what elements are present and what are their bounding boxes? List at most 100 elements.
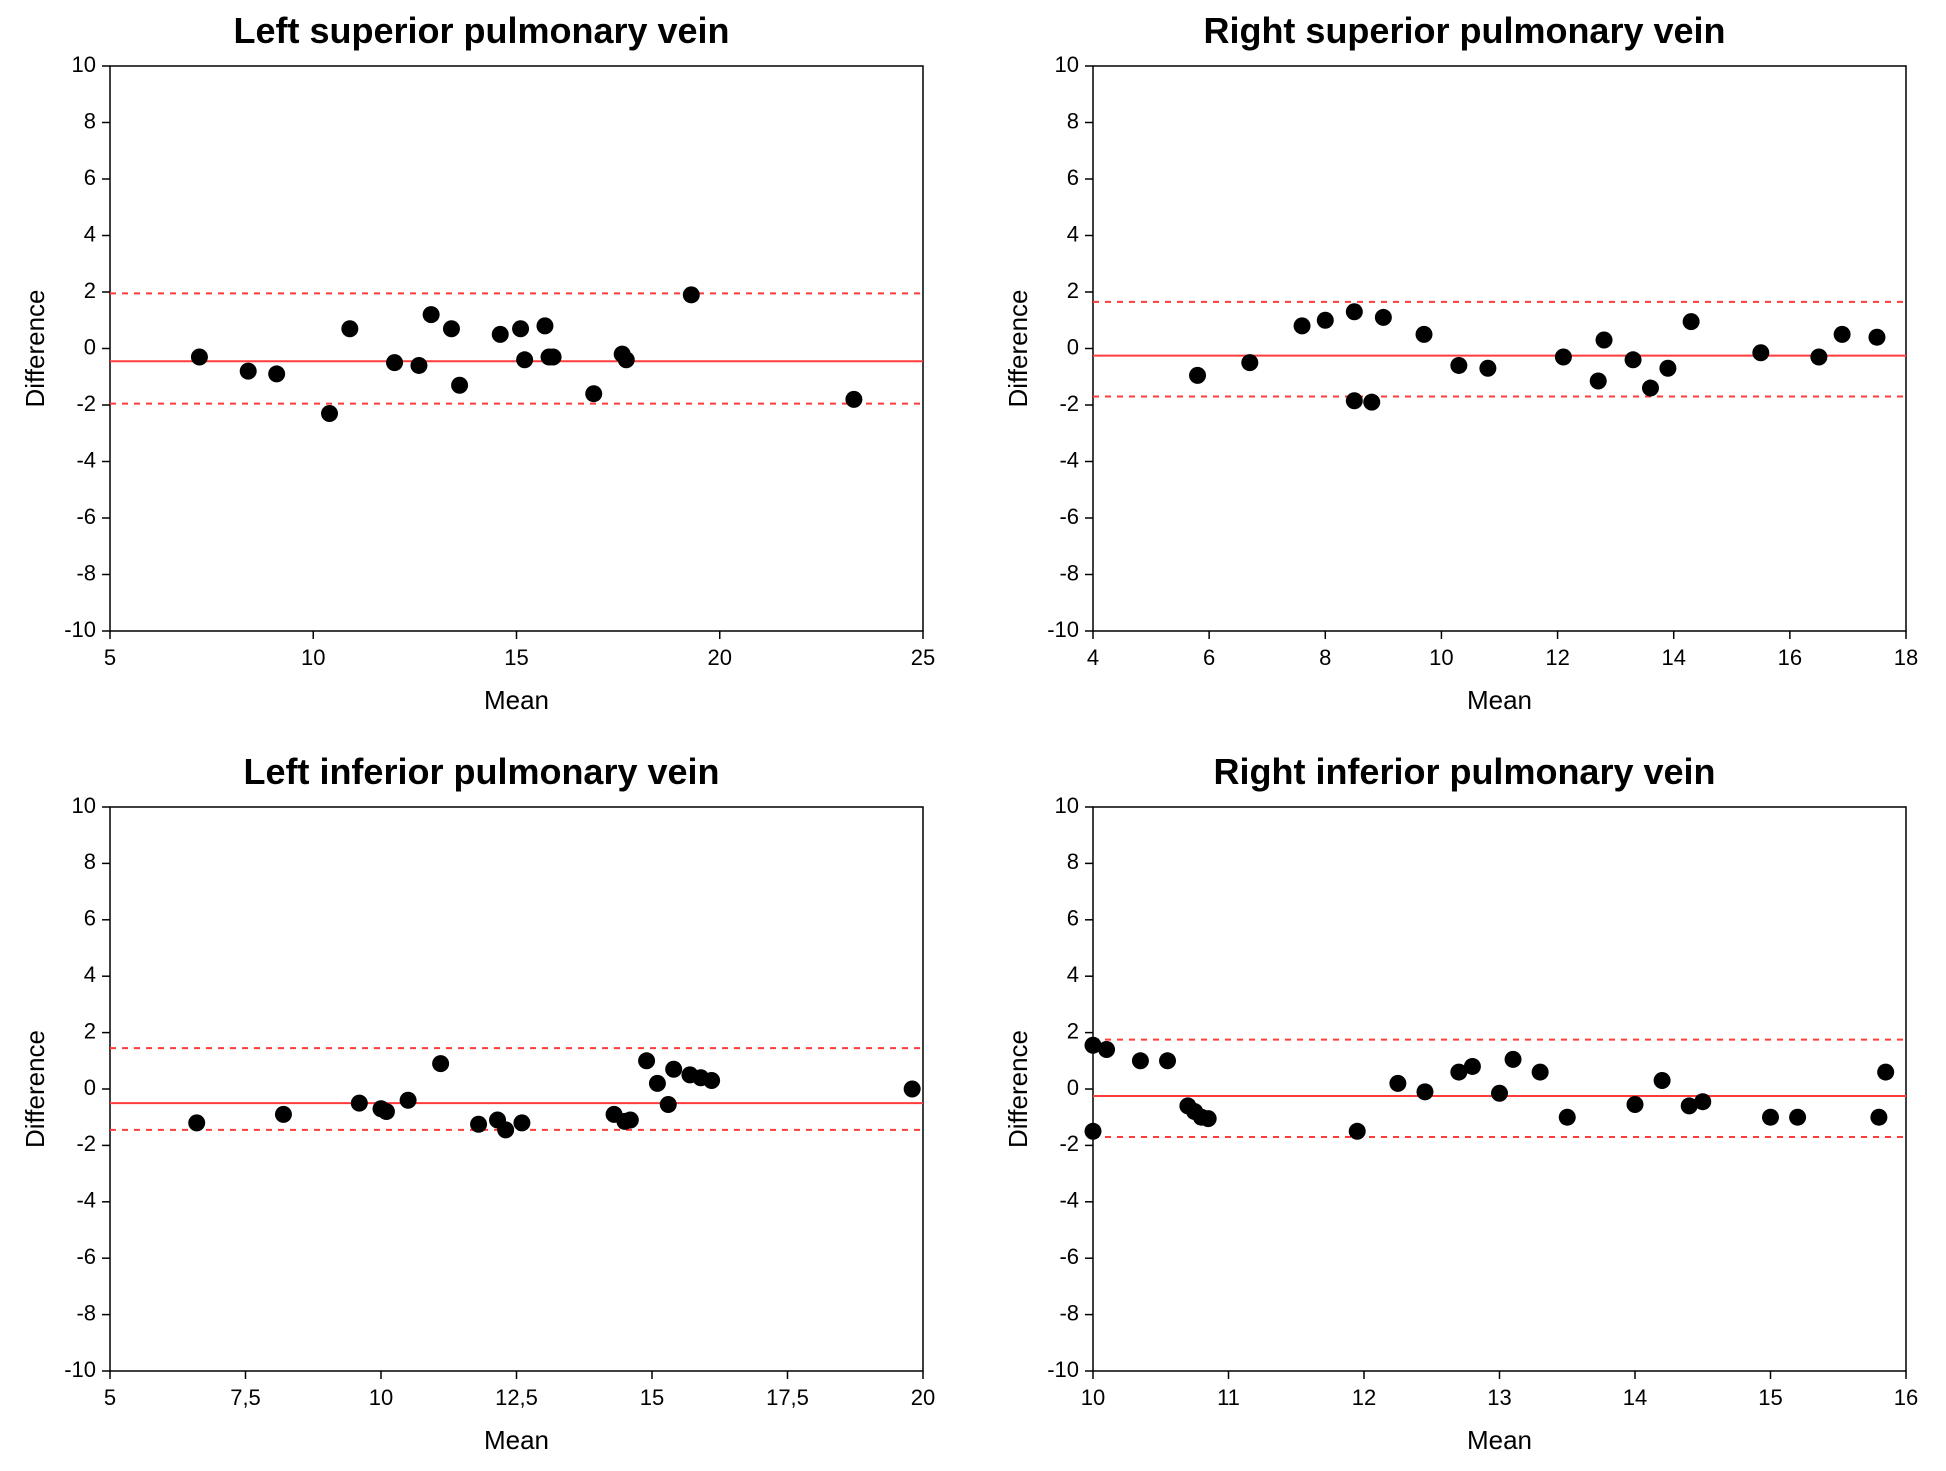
data-point (492, 326, 509, 343)
data-point (1189, 367, 1206, 384)
y-tick-label: 10 (72, 797, 96, 818)
data-point (1654, 1072, 1671, 1089)
x-tick-label: 15 (504, 645, 528, 670)
data-point (638, 1052, 655, 1069)
y-tick-label: 6 (84, 165, 96, 190)
y-tick-label: 4 (1067, 221, 1079, 246)
y-axis-label: Difference (1003, 1030, 1033, 1148)
data-point (1870, 1109, 1887, 1126)
data-point (618, 351, 635, 368)
data-point (423, 306, 440, 323)
data-point (1241, 354, 1258, 371)
data-point (660, 1096, 677, 1113)
data-point (1532, 1064, 1549, 1081)
data-point (1416, 1083, 1433, 1100)
data-point (191, 348, 208, 365)
panel-title: Right superior pulmonary vein (1003, 10, 1926, 52)
y-tick-label: -6 (1059, 504, 1079, 529)
data-point (1159, 1052, 1176, 1069)
data-point (845, 391, 862, 408)
x-tick-label: 11 (1217, 1385, 1240, 1410)
x-tick-label: 15 (640, 1385, 664, 1410)
x-tick-label: 5 (104, 1385, 116, 1410)
data-point (1683, 313, 1700, 330)
y-tick-label: 8 (1067, 849, 1079, 874)
y-tick-label: -6 (76, 1244, 96, 1269)
data-point (451, 377, 468, 394)
y-tick-label: 0 (1067, 334, 1079, 359)
data-point (1877, 1064, 1894, 1081)
chart-container: -10-8-6-4-20246810510152025MeanDifferenc… (20, 56, 943, 721)
data-point (1389, 1075, 1406, 1092)
y-tick-label: 10 (1055, 797, 1079, 818)
y-tick-label: 6 (1067, 165, 1079, 190)
y-tick-label: -10 (1047, 1357, 1079, 1382)
data-point (1659, 360, 1676, 377)
y-tick-label: -10 (1047, 617, 1079, 642)
bland-altman-chart: -10-8-6-4-20246810510152025MeanDifferenc… (20, 56, 943, 721)
data-point (1132, 1052, 1149, 1069)
y-tick-label: 0 (84, 1075, 96, 1100)
data-point (341, 320, 358, 337)
x-tick-label: 20 (708, 645, 732, 670)
y-tick-label: 10 (1055, 56, 1079, 77)
y-tick-label: 0 (1067, 1075, 1079, 1100)
data-point (649, 1075, 666, 1092)
y-tick-label: -8 (76, 560, 96, 585)
y-axis-label: Difference (20, 289, 50, 407)
panel-lipv: Left inferior pulmonary vein -10-8-6-4-2… (20, 751, 943, 1461)
y-tick-label: 8 (1067, 108, 1079, 133)
panel-ripv: Right inferior pulmonary vein -10-8-6-4-… (1003, 751, 1926, 1461)
data-point (1505, 1051, 1522, 1068)
x-axis-label: Mean (1467, 1425, 1532, 1455)
data-point (665, 1061, 682, 1078)
y-tick-label: -4 (1059, 447, 1079, 472)
y-tick-label: 6 (1067, 906, 1079, 931)
x-tick-label: 20 (911, 1385, 935, 1410)
data-point (275, 1106, 292, 1123)
y-tick-label: 4 (84, 221, 96, 246)
x-tick-label: 10 (1081, 1385, 1105, 1410)
data-point (1491, 1085, 1508, 1102)
x-tick-label: 10 (1429, 645, 1453, 670)
y-tick-label: -8 (76, 1300, 96, 1325)
data-point (904, 1081, 921, 1098)
x-tick-label: 6 (1203, 645, 1215, 670)
x-tick-label: 12 (1545, 645, 1569, 670)
y-tick-label: -10 (64, 617, 96, 642)
data-point (268, 365, 285, 382)
x-axis-label: Mean (1467, 685, 1532, 715)
x-tick-label: 10 (369, 1385, 393, 1410)
data-point (703, 1072, 720, 1089)
data-point (386, 354, 403, 371)
data-point (1596, 332, 1613, 349)
x-axis-label: Mean (484, 685, 549, 715)
data-point (1450, 357, 1467, 374)
x-tick-label: 12,5 (495, 1385, 538, 1410)
data-point (622, 1112, 639, 1129)
y-tick-label: -4 (1059, 1188, 1079, 1213)
chart-container: -10-8-6-4-2024681010111213141516MeanDiff… (1003, 797, 1926, 1461)
data-point (1479, 360, 1496, 377)
y-tick-label: -8 (1059, 560, 1079, 585)
data-point (516, 351, 533, 368)
x-tick-label: 17,5 (766, 1385, 809, 1410)
chart-grid: Left superior pulmonary vein -10-8-6-4-2… (0, 0, 1946, 1471)
x-tick-label: 16 (1778, 645, 1802, 670)
data-point (378, 1103, 395, 1120)
y-tick-label: 6 (84, 906, 96, 931)
data-point (1627, 1096, 1644, 1113)
data-point (443, 320, 460, 337)
panel-rspv: Right superior pulmonary vein -10-8-6-4-… (1003, 10, 1926, 721)
bland-altman-chart: -10-8-6-4-202468104681012141618MeanDiffe… (1003, 56, 1926, 721)
data-point (470, 1116, 487, 1133)
data-point (1625, 351, 1642, 368)
data-point (512, 320, 529, 337)
plot-area (110, 66, 923, 631)
x-tick-label: 8 (1319, 645, 1331, 670)
plot-area (110, 807, 923, 1371)
y-tick-label: 4 (84, 962, 96, 987)
data-point (1294, 317, 1311, 334)
data-point (1694, 1093, 1711, 1110)
chart-container: -10-8-6-4-2024681057,51012,51517,520Mean… (20, 797, 943, 1461)
